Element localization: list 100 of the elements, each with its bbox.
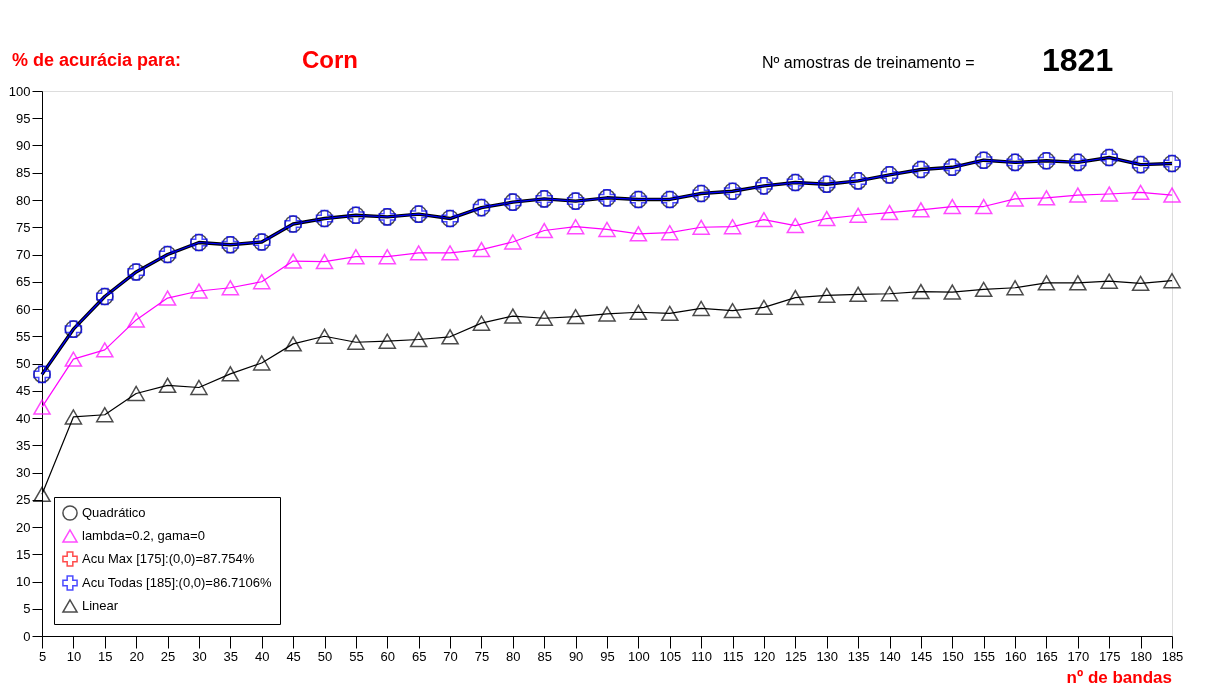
x-tick-label: 55: [349, 648, 364, 664]
text: Nº amostras de treinamento =: [762, 54, 975, 71]
point: [1037, 275, 1056, 291]
y-tick-label: 75: [16, 219, 31, 235]
point: [692, 300, 710, 317]
y-tick-label: 90: [16, 138, 31, 153]
point: [1131, 184, 1150, 201]
x-axis-title: nº de bandas: [1066, 668, 1172, 687]
point: [974, 281, 993, 298]
point: [504, 308, 522, 324]
point: [535, 310, 554, 326]
point: [409, 245, 428, 261]
point: [409, 331, 428, 348]
point: [504, 234, 522, 250]
legend-label: Quadrático: [82, 505, 146, 520]
point: [441, 245, 459, 261]
chart-title: % de acurácia para:: [12, 50, 182, 70]
x-tick-label: 130: [816, 648, 839, 664]
point: [378, 333, 397, 349]
point: [95, 342, 114, 358]
point: [629, 304, 648, 320]
point: [692, 219, 710, 235]
x-tick-label: 105: [659, 648, 682, 664]
point: [723, 218, 742, 235]
x-tick-label: 60: [380, 648, 396, 664]
x-tick-label: 80: [506, 648, 521, 664]
y-tick-label: 5: [23, 601, 31, 617]
point: [378, 248, 397, 265]
point: [755, 211, 773, 228]
x-tick-label: 160: [1004, 648, 1027, 664]
legend-label: lambda=0.2, gama=0: [82, 528, 205, 543]
y-tick-label: 0: [23, 628, 31, 644]
point: [912, 202, 930, 218]
point: [566, 308, 585, 325]
point: [660, 305, 679, 322]
y-tick-label: 95: [16, 110, 31, 126]
point: [33, 399, 51, 415]
point: [880, 286, 899, 302]
legend-label: Acu Max [175]:(0,0)=87.754%: [82, 551, 255, 566]
x-tick-label: 150: [941, 648, 964, 664]
point: [127, 312, 145, 328]
x-tick-label: 120: [753, 648, 776, 664]
point: [252, 274, 271, 290]
y-tick-label: 10: [16, 574, 31, 589]
point: [64, 351, 83, 367]
x-tick-label: 125: [784, 648, 807, 664]
point: [315, 253, 334, 270]
point: [190, 283, 208, 299]
x-tick-label: 50: [317, 648, 333, 664]
x-tick-label: 165: [1036, 648, 1058, 664]
point: [723, 302, 742, 319]
x-tick-label: 180: [1130, 648, 1152, 664]
y-tick-label: 15: [16, 546, 31, 562]
x-tick-label: 65: [411, 648, 427, 664]
text: Corn: [302, 46, 358, 73]
point: [221, 280, 240, 296]
y-tick-label: 40: [16, 410, 31, 426]
point: [190, 379, 208, 396]
y-tick-label: 55: [16, 328, 31, 344]
y-tick-label: 85: [16, 165, 31, 181]
x-tick-label: 140: [879, 648, 901, 664]
x-tick-label: 40: [254, 648, 270, 664]
y-tick-label: 20: [16, 519, 31, 535]
point: [1163, 272, 1181, 289]
x-tick-label: 170: [1067, 648, 1090, 664]
legend-label: Acu Todas [185]:(0,0)=86.7106%: [82, 575, 272, 590]
point: [472, 315, 491, 331]
x-tick-label: 110: [691, 648, 713, 664]
x-tick-label: 115: [722, 648, 744, 664]
point: [1100, 186, 1119, 202]
x-tick-label: 85: [537, 648, 552, 664]
point: [755, 299, 773, 316]
y-tick-label: 45: [16, 383, 31, 399]
point: [817, 210, 836, 227]
y-tick-label: 50: [16, 356, 31, 371]
point: [1163, 187, 1181, 203]
text: 1821: [1042, 42, 1114, 78]
y-tick-label: 70: [16, 247, 31, 262]
point: [566, 218, 585, 235]
x-tick-label: 45: [286, 648, 301, 664]
x-tick-label: 30: [192, 648, 207, 664]
y-tick-label: 25: [16, 492, 31, 508]
x-tick-label: 155: [973, 648, 996, 664]
point: [817, 287, 836, 304]
point: [441, 329, 459, 345]
x-tick-label: 95: [600, 648, 615, 664]
point: [1100, 273, 1119, 289]
point: [158, 290, 177, 306]
point: [1006, 191, 1024, 207]
x-tick-label: 5: [38, 648, 47, 664]
point: [1069, 187, 1087, 203]
point: [33, 486, 51, 503]
point: [64, 409, 83, 425]
point: [786, 289, 805, 306]
point: [158, 377, 177, 394]
point: [347, 334, 365, 350]
point: [1006, 280, 1024, 296]
y-tick-label: 35: [16, 437, 31, 453]
point: [221, 366, 240, 382]
x-tick-label: 10: [66, 648, 82, 664]
